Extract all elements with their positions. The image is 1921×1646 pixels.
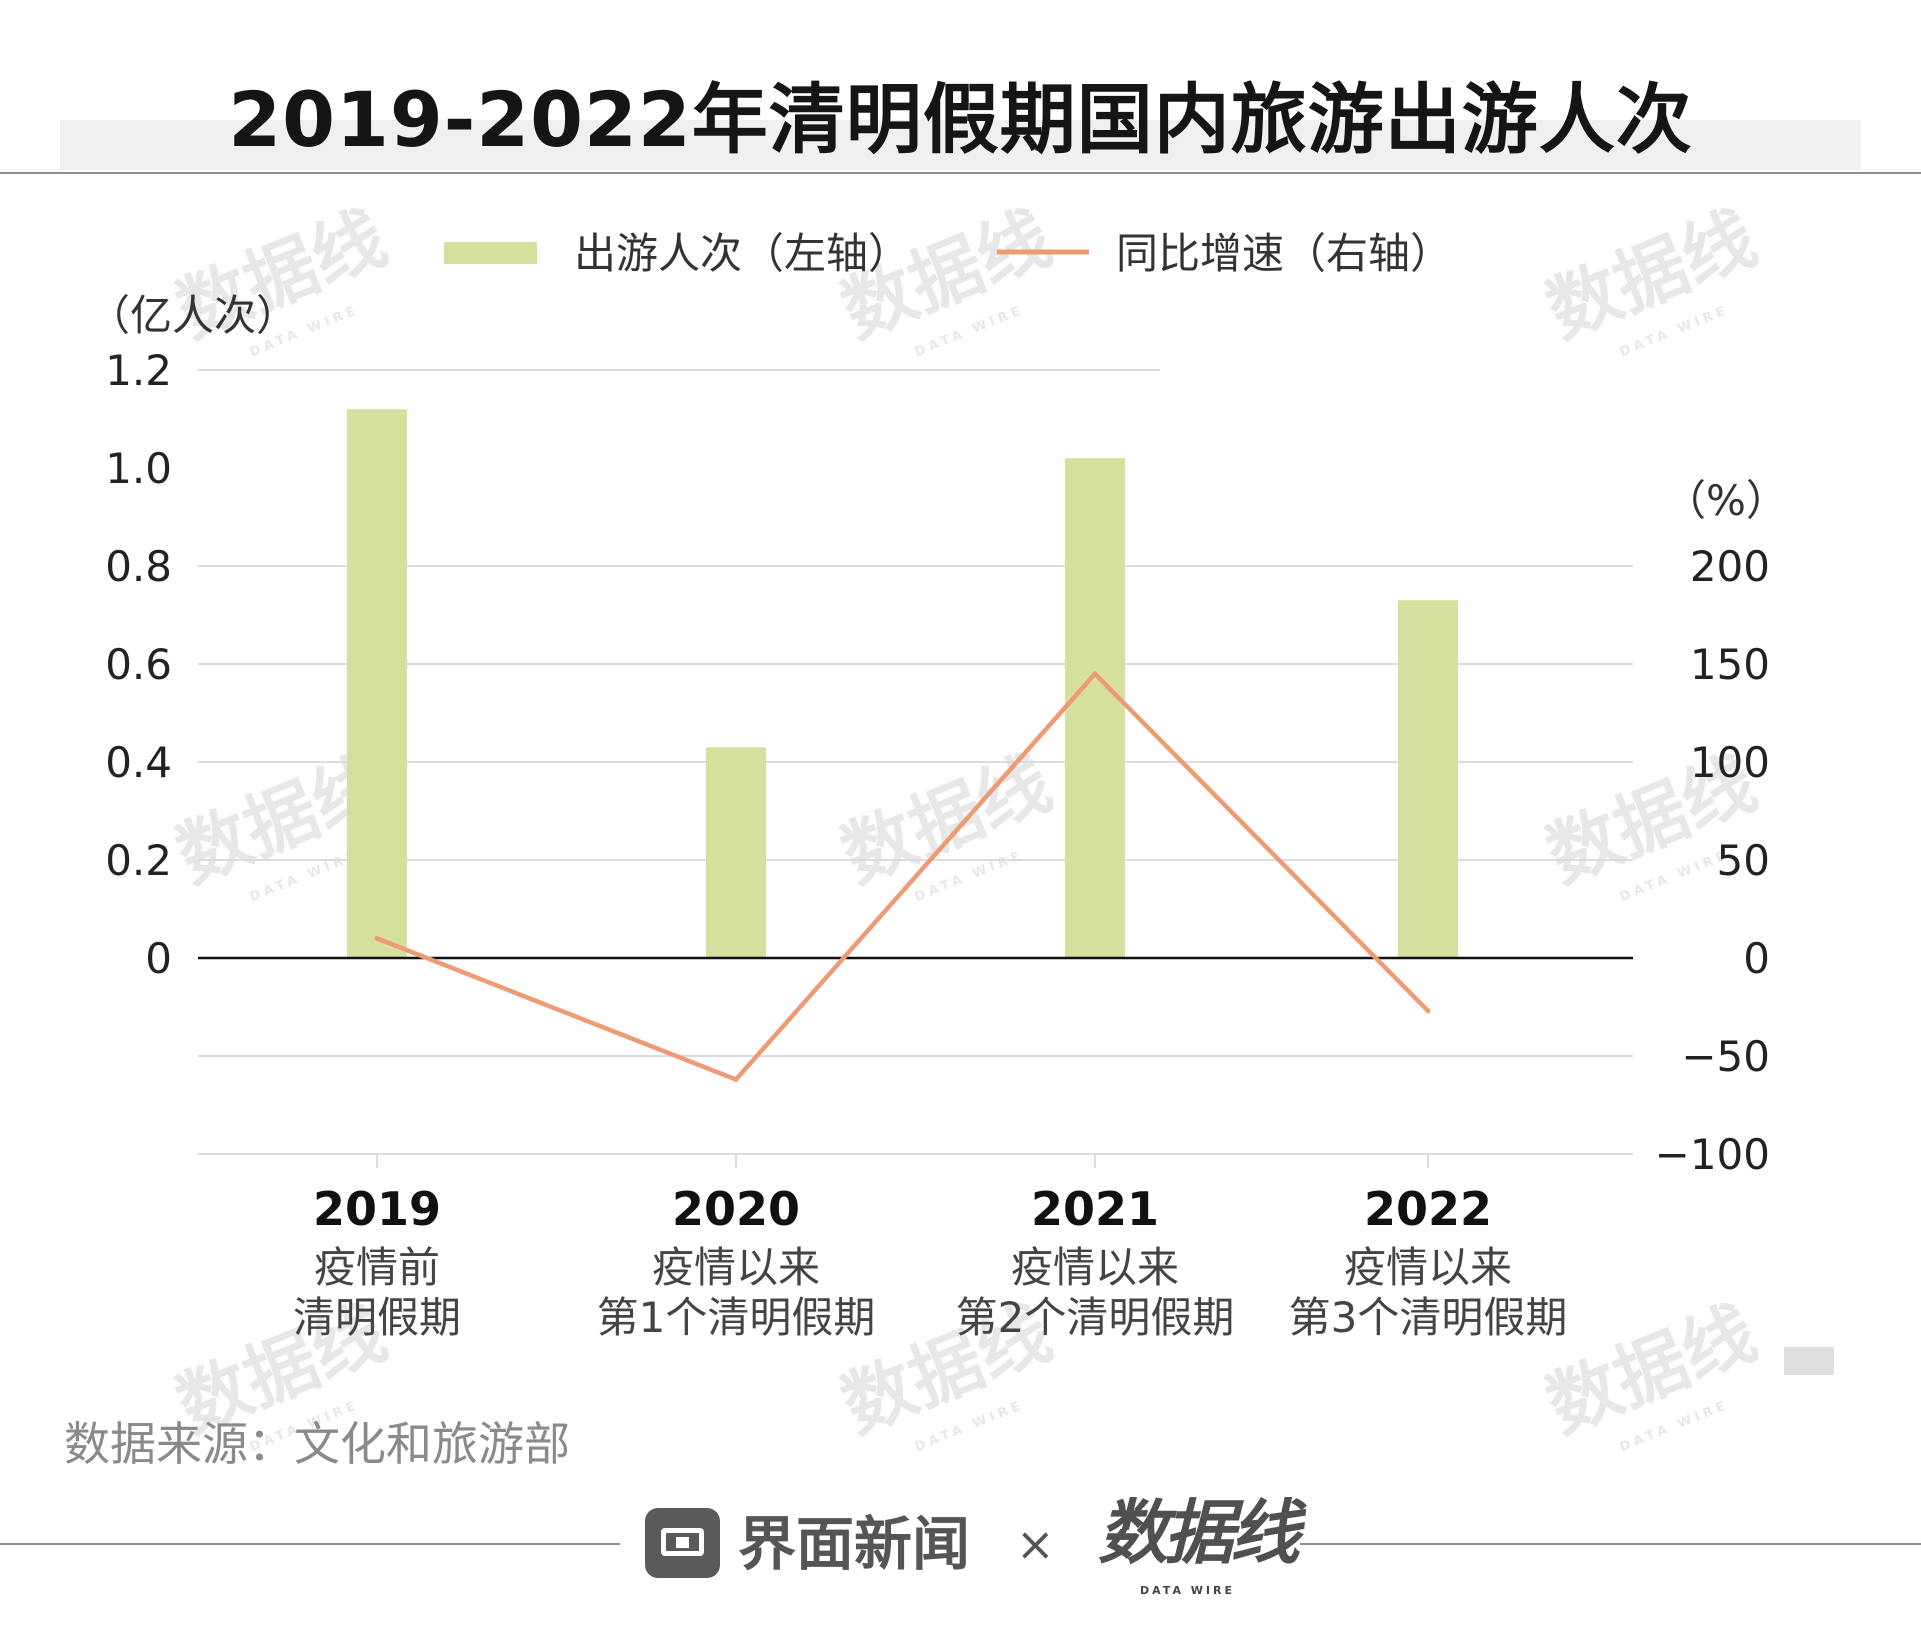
title-rule [0,172,1921,174]
y-left-tick-label: 1.2 [105,346,172,395]
jiemian-logo-icon [645,1508,720,1578]
source-note: 数据来源：文化和旅游部 [64,1417,570,1471]
watermark-text: 数据线 [830,740,1062,899]
bar-layer [347,409,1458,958]
x-category-sublabel: 疫情以来 [1344,1243,1512,1292]
x-category-sublabel: 疫情以来 [1011,1243,1179,1292]
x-category-label: 2022 [1364,1182,1492,1236]
watermark-text: 数据线 [1535,1290,1767,1449]
y-right-tick-label: 0 [1743,934,1770,983]
y-right-tick-label: −50 [1681,1032,1770,1081]
y-right-tick-label: −100 [1655,1130,1770,1179]
x-category-label: 2020 [672,1182,800,1236]
y-left-tick-label: 0.4 [105,738,172,787]
x-category-label: 2021 [1031,1182,1159,1236]
line-point [374,935,380,941]
line-point [1092,671,1098,677]
legend-bar-label: 出游人次（左轴） [574,229,910,278]
x-category-sublabel: 疫情前 [314,1243,440,1292]
x-category-sublabel: 疫情以来 [652,1243,820,1292]
y-left-tick-label: 1.0 [105,444,172,493]
footer-partner-logo: 数据线 [1098,1492,1300,1574]
line-point [733,1077,739,1083]
x-category-sublabel: 第2个清明假期 [956,1293,1235,1342]
x-category-sublabel: 清明假期 [293,1293,461,1342]
legend-bar-swatch [444,242,537,264]
y-left-tick-label: 0.2 [105,836,172,885]
y-right-tick-label: 200 [1690,542,1770,591]
line-layer [374,671,1431,1083]
y-left-unit: （亿人次） [88,291,298,340]
legend: 出游人次（左轴） 同比增速（右轴） [444,229,1452,278]
bar [706,747,766,958]
footer-rule-left [0,1543,620,1545]
y-left-tick-label: 0.6 [105,640,172,689]
footer-partner-sub: DATA WIRE [1140,1584,1235,1597]
footer-rule-right [1300,1543,1921,1545]
page-title: 2019-2022年清明假期国内旅游出游人次 [228,75,1693,164]
growth-line [374,671,1431,1082]
footer-cross: × [1016,1517,1055,1571]
bar [1398,600,1458,958]
y-right-unit: （%） [1664,476,1788,525]
x-category-sublabel: 第1个清明假期 [597,1293,876,1342]
footer-brand: 界面新闻 [738,1510,971,1578]
y-right-tick-label: 50 [1717,836,1770,885]
bar [1065,458,1125,958]
title-band [60,120,1861,170]
watermark-text: 数据线 [1535,195,1767,354]
gray-chip [1784,1347,1834,1375]
x-label-layer: 2019疫情前清明假期2020疫情以来第1个清明假期2021疫情以来第2个清明假… [293,1182,1567,1342]
bar [347,409,407,958]
grid-layer [198,369,1633,1168]
legend-line-label: 同比增速（右轴） [1116,229,1452,278]
y-left-tick-label: 0.8 [105,542,172,591]
y-right-tick-label: 150 [1690,640,1770,689]
tick-label-layer: 0 0.2 0.4 0.6 0.8 1.0 1.2 −100 −50 0 50 100 150 200 [105,346,1770,1179]
y-right-tick-label: 100 [1690,738,1770,787]
line-point [1425,1008,1431,1014]
x-category-sublabel: 第3个清明假期 [1289,1293,1568,1342]
y-left-tick-label: 0 [145,934,172,983]
x-category-label: 2019 [313,1182,441,1236]
